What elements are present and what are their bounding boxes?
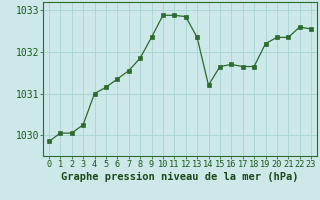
X-axis label: Graphe pression niveau de la mer (hPa): Graphe pression niveau de la mer (hPa) — [61, 172, 299, 182]
